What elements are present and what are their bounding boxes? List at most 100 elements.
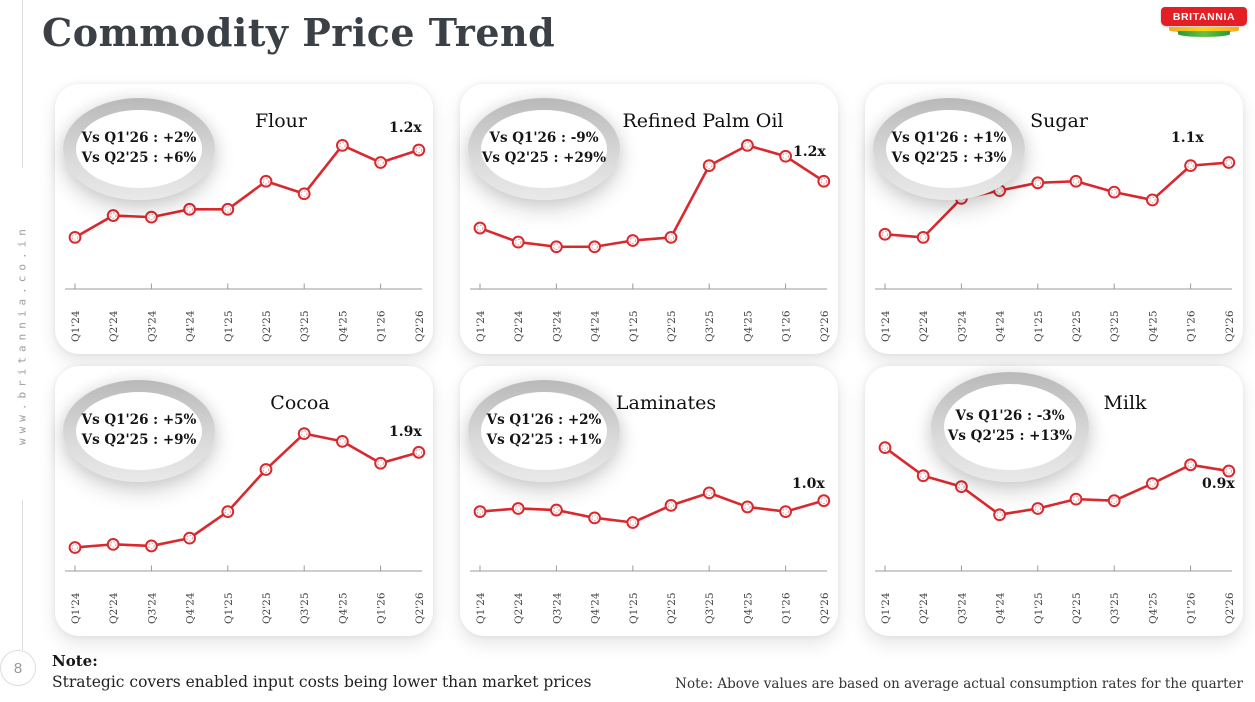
commodity-chart-card: Vs Q1'26 : -9% Vs Q2'25 : +29% Refined P… [460, 84, 838, 354]
vs-q2-25-label: Vs Q2'25 : +29% [481, 150, 607, 166]
svg-text:Q2'26: Q2'26 [819, 592, 831, 624]
commodity-chart-card: Vs Q1'26 : -3% Vs Q2'25 : +13% Milk 0.9x… [865, 366, 1243, 636]
sidebar-website-text: www.britannia.co.in [15, 224, 29, 446]
svg-text:Q3'25: Q3'25 [704, 310, 716, 342]
vs-q1-26-label: Vs Q1'26 : +2% [81, 130, 197, 147]
vs-q2-25-label: Vs Q2'25 : +3% [891, 150, 1007, 166]
comparison-badge-inner: Vs Q1'26 : +2% Vs Q2'25 : +1% [481, 392, 607, 470]
chart-title: Laminates [615, 392, 717, 414]
comparison-badge-inner: Vs Q1'26 : +1% Vs Q2'25 : +3% [886, 110, 1012, 188]
svg-text:Q1'26: Q1'26 [781, 592, 793, 624]
svg-text:Q2'25: Q2'25 [666, 592, 678, 624]
britannia-logo: BRITANNIA [1161, 7, 1247, 38]
svg-text:Q1'26: Q1'26 [376, 592, 388, 624]
vs-q1-26-label: Vs Q1'26 : -3% [955, 408, 1065, 425]
svg-text:Q1'24: Q1'24 [880, 592, 892, 624]
chart-title: Sugar [1030, 110, 1088, 132]
britannia-logo-text: BRITANNIA [1161, 7, 1247, 26]
svg-text:Q1'25: Q1'25 [1033, 592, 1045, 624]
comparison-badge-inner: Vs Q1'26 : +2% Vs Q2'25 : +6% [76, 110, 202, 188]
comparison-badge-inner: Vs Q1'26 : -3% Vs Q2'25 : +13% [944, 384, 1076, 470]
price-multiplier-label: 1.2x [793, 144, 826, 160]
price-multiplier-label: 1.2x [389, 120, 422, 136]
commodity-chart-card: Vs Q1'26 : +2% Vs Q2'25 : +1% Laminates … [460, 366, 838, 636]
svg-text:Q4'24: Q4'24 [590, 310, 602, 342]
price-multiplier-label: 1.1x [1171, 130, 1204, 146]
svg-text:Q4'25: Q4'25 [1147, 592, 1159, 624]
svg-text:Q2'26: Q2'26 [819, 310, 831, 342]
chart-title: Refined Palm Oil [622, 110, 784, 132]
svg-text:Q1'25: Q1'25 [223, 310, 235, 342]
chart-title: Cocoa [270, 392, 330, 414]
line-chart: Q1'24 Q2'24 Q3'24 Q4'24 Q1'25 Q2'25 Q3'25 Q4'25… [470, 486, 831, 624]
line-chart: Q1'24 Q2'24 Q3'24 Q4'24 Q1'25 Q2'25 Q3'25 Q4'25… [65, 138, 426, 342]
svg-text:Q1'24: Q1'24 [70, 592, 82, 624]
svg-text:Q4'25: Q4'25 [337, 592, 349, 624]
svg-text:Q3'25: Q3'25 [1109, 310, 1121, 342]
svg-text:Q2'24: Q2'24 [108, 310, 120, 342]
svg-text:Q3'25: Q3'25 [1109, 592, 1121, 624]
vs-q1-26-label: Vs Q1'26 : -9% [489, 130, 599, 147]
comparison-badge: Vs Q1'26 : +5% Vs Q2'25 : +9% [63, 380, 215, 482]
svg-text:Q1'25: Q1'25 [628, 592, 640, 624]
svg-text:Q1'26: Q1'26 [781, 310, 793, 342]
svg-text:Q4'25: Q4'25 [1147, 310, 1159, 342]
price-multiplier-label: 1.9x [389, 424, 422, 440]
comparison-badge-inner: Vs Q1'26 : +5% Vs Q2'25 : +9% [76, 392, 202, 470]
svg-text:Q3'24: Q3'24 [551, 592, 563, 624]
commodity-chart-card: Vs Q1'26 : +5% Vs Q2'25 : +9% Cocoa 1.9x… [55, 366, 433, 636]
svg-text:Q2'24: Q2'24 [918, 592, 930, 624]
svg-text:Q3'25: Q3'25 [299, 592, 311, 624]
svg-text:Q3'24: Q3'24 [551, 310, 563, 342]
svg-text:Q2'25: Q2'25 [1071, 592, 1083, 624]
commodity-charts-grid: Vs Q1'26 : +2% Vs Q2'25 : +6% Flour 1.2x… [55, 84, 1243, 636]
vs-q2-25-label: Vs Q2'25 : +6% [81, 150, 197, 166]
comparison-badge: Vs Q1'26 : +2% Vs Q2'25 : +6% [63, 98, 215, 200]
comparison-badge: Vs Q1'26 : +1% Vs Q2'25 : +3% [873, 98, 1025, 200]
line-chart: Q1'24 Q2'24 Q3'24 Q4'24 Q1'25 Q2'25 Q3'25 Q4'25… [875, 156, 1236, 342]
svg-text:Q1'26: Q1'26 [376, 310, 388, 342]
svg-text:Q3'24: Q3'24 [956, 592, 968, 624]
svg-text:Q2'26: Q2'26 [1224, 310, 1236, 342]
svg-text:Q1'25: Q1'25 [223, 592, 235, 624]
comparison-badge: Vs Q1'26 : -9% Vs Q2'25 : +29% [468, 98, 620, 200]
svg-text:Q2'24: Q2'24 [513, 310, 525, 342]
svg-text:Q3'24: Q3'24 [146, 310, 158, 342]
svg-text:Q3'25: Q3'25 [299, 310, 311, 342]
svg-text:Q3'24: Q3'24 [146, 592, 158, 624]
vs-q1-26-label: Vs Q1'26 : +5% [81, 412, 197, 429]
svg-text:Q2'26: Q2'26 [414, 592, 426, 624]
svg-text:Q1'24: Q1'24 [880, 310, 892, 342]
comparison-badge: Vs Q1'26 : +2% Vs Q2'25 : +1% [468, 380, 620, 482]
svg-text:Q4'24: Q4'24 [995, 592, 1007, 624]
commodity-chart-card: Vs Q1'26 : +1% Vs Q2'25 : +3% Sugar 1.1x… [865, 84, 1243, 354]
vs-q1-26-label: Vs Q1'26 : +1% [891, 130, 1007, 147]
note-label: Note: [52, 652, 98, 670]
svg-text:Q1'25: Q1'25 [1033, 310, 1045, 342]
vs-q1-26-label: Vs Q1'26 : +2% [486, 412, 602, 429]
page-title: Commodity Price Trend [42, 10, 556, 55]
svg-text:Q1'24: Q1'24 [475, 592, 487, 624]
vs-q2-25-label: Vs Q2'25 : +13% [947, 428, 1073, 444]
svg-text:Q1'26: Q1'26 [1186, 310, 1198, 342]
price-multiplier-label: 0.9x [1202, 476, 1235, 492]
page-number-badge: 8 [0, 650, 36, 686]
svg-text:Q1'24: Q1'24 [70, 310, 82, 342]
vs-q2-25-label: Vs Q2'25 : +9% [81, 432, 197, 448]
svg-text:Q4'25: Q4'25 [742, 592, 754, 624]
sidebar-rule-top [22, 0, 23, 168]
price-multiplier-label: 1.0x [792, 476, 825, 492]
svg-text:Q2'25: Q2'25 [261, 592, 273, 624]
svg-text:Q4'25: Q4'25 [337, 310, 349, 342]
vs-q2-25-label: Vs Q2'25 : +1% [486, 432, 602, 448]
svg-text:Q2'26: Q2'26 [1224, 592, 1236, 624]
note-text: Strategic covers enabled input costs bei… [52, 673, 592, 691]
svg-text:Q2'25: Q2'25 [261, 310, 273, 342]
britannia-logo-swoosh-icon [1161, 27, 1247, 38]
svg-text:Q1'26: Q1'26 [1186, 592, 1198, 624]
svg-text:Q2'24: Q2'24 [513, 592, 525, 624]
svg-text:Q4'24: Q4'24 [185, 592, 197, 624]
line-chart: Q1'24 Q2'24 Q3'24 Q4'24 Q1'25 Q2'25 Q3'25 Q4'25… [65, 427, 426, 624]
svg-text:Q4'25: Q4'25 [742, 310, 754, 342]
svg-text:Q2'24: Q2'24 [108, 592, 120, 624]
